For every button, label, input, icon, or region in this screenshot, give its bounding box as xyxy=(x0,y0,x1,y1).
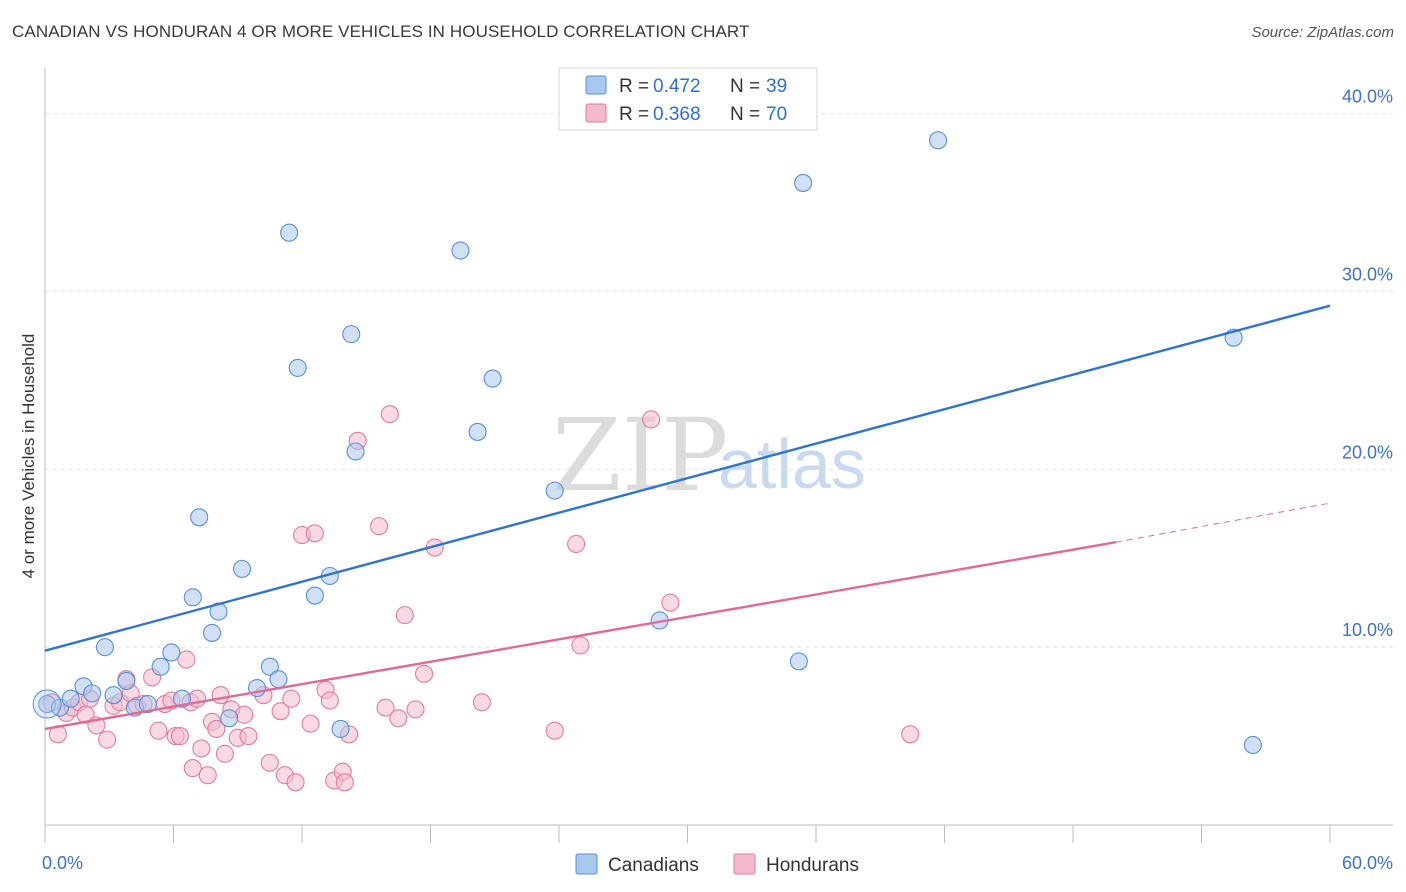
honduran-point xyxy=(472,693,491,712)
canadian-point xyxy=(305,586,324,605)
series-legend-swatch-canadians xyxy=(575,853,598,875)
honduran-point xyxy=(149,721,168,740)
canadian-point xyxy=(288,358,307,377)
honduran-point xyxy=(571,636,590,655)
source-label: Source: ZipAtlas.com xyxy=(1251,24,1394,41)
honduran-point xyxy=(177,650,196,669)
series-legend: Canadians Hondurans xyxy=(575,853,859,876)
canadian-point xyxy=(61,689,80,708)
honduran-point xyxy=(98,730,117,749)
honduran-point xyxy=(170,727,189,746)
canadian-trend-line xyxy=(44,304,1331,652)
canadian-point xyxy=(183,588,202,607)
honduran-point xyxy=(406,700,425,719)
honduran-point xyxy=(235,705,254,724)
x-tick-label-min: 0.0% xyxy=(42,853,83,873)
canadian-point xyxy=(346,442,365,461)
watermark: ZIP atlas xyxy=(552,397,866,514)
chart-title: CANADIAN VS HONDURAN 4 OR MORE VEHICLES … xyxy=(12,22,750,41)
honduran-trend-line xyxy=(44,541,1117,731)
honduran-point xyxy=(370,517,389,536)
honduran-point xyxy=(215,744,234,763)
canadian-point xyxy=(260,657,279,676)
honduran-point xyxy=(661,593,680,612)
canadian-point xyxy=(342,325,361,344)
legend-r-value-hondurans: 0.368 xyxy=(653,104,701,125)
stats-legend: R = 0.472 N = 39 R = 0.368 N = 70 xyxy=(558,67,818,131)
canadian-point xyxy=(280,223,299,242)
y-tick-label: 20.0% xyxy=(1342,442,1393,462)
canadian-point xyxy=(104,686,123,705)
honduran-point xyxy=(545,721,564,740)
legend-swatch-canadians xyxy=(585,75,607,95)
canadian-point xyxy=(220,709,239,728)
canadian-point xyxy=(173,689,192,708)
honduran-point xyxy=(380,405,399,424)
canadian-point xyxy=(83,684,102,703)
series-legend-label-hondurans: Hondurans xyxy=(766,855,859,876)
series-legend-label-canadians: Canadians xyxy=(608,855,699,876)
y-tick-label: 30.0% xyxy=(1342,264,1393,284)
honduran-point xyxy=(260,753,279,772)
honduran-point xyxy=(415,664,434,683)
canadian-point xyxy=(483,369,502,388)
tick-labels: 10.0% 20.0% 30.0% 40.0% 0.0% 60.0% xyxy=(42,87,1393,873)
honduran-point xyxy=(198,766,217,785)
honduran-point xyxy=(901,725,920,744)
canadian-point xyxy=(203,623,222,642)
legend-n-label-canadians: N = xyxy=(730,76,760,97)
honduran-point xyxy=(395,606,414,625)
canadian-point xyxy=(929,131,948,150)
x-tick-label-max: 60.0% xyxy=(1342,853,1393,873)
legend-r-value-canadians: 0.472 xyxy=(653,76,701,97)
y-axis-title: 4 or more Vehicles in Household xyxy=(19,334,38,579)
y-tick-label: 40.0% xyxy=(1342,87,1393,107)
honduran-point xyxy=(305,524,324,543)
canadian-point xyxy=(117,671,136,690)
canadian-point xyxy=(331,719,350,739)
honduran-point xyxy=(207,719,226,739)
legend-n-value-hondurans: 70 xyxy=(766,104,787,125)
honduran-point xyxy=(239,727,258,746)
honduran-point xyxy=(282,689,301,708)
trend-lines xyxy=(44,304,1331,731)
canadian-point-cluster xyxy=(32,689,62,719)
legend-n-label-hondurans: N = xyxy=(730,104,760,125)
y-tick-label: 10.0% xyxy=(1342,620,1393,640)
honduran-point xyxy=(567,534,586,554)
honduran-point xyxy=(183,759,202,778)
canadian-point xyxy=(151,657,170,676)
honduran-point xyxy=(320,691,339,710)
honduran-point xyxy=(642,410,661,429)
canadian-point xyxy=(269,670,288,689)
legend-r-label-canadians: R = xyxy=(619,76,649,97)
honduran-point xyxy=(192,739,211,758)
legend-n-value-canadians: 39 xyxy=(766,76,787,97)
canadian-point xyxy=(95,638,115,657)
grid-lines xyxy=(45,113,1393,648)
series-legend-swatch-hondurans xyxy=(733,853,756,875)
canadian-point xyxy=(789,652,808,671)
honduran-point xyxy=(335,773,354,792)
watermark-zip: ZIP xyxy=(552,397,728,514)
honduran-point xyxy=(271,702,290,721)
honduran-point xyxy=(211,686,230,705)
legend-r-label-hondurans: R = xyxy=(619,104,649,125)
canadian-point xyxy=(468,422,487,441)
legend-swatch-hondurans xyxy=(585,103,607,123)
canadian-point xyxy=(232,559,252,578)
canadian-point xyxy=(545,481,564,500)
canadian-point xyxy=(451,241,470,260)
canadian-point xyxy=(138,695,157,714)
honduran-point xyxy=(286,773,305,792)
canadian-point xyxy=(794,173,813,192)
canadian-point xyxy=(162,643,181,662)
honduran-trend-extension xyxy=(1115,502,1331,543)
honduran-point xyxy=(301,714,320,733)
canadian-point xyxy=(1243,735,1262,755)
honduran-point xyxy=(389,709,408,728)
canadian-point xyxy=(190,508,209,527)
honduran-point xyxy=(376,698,395,717)
